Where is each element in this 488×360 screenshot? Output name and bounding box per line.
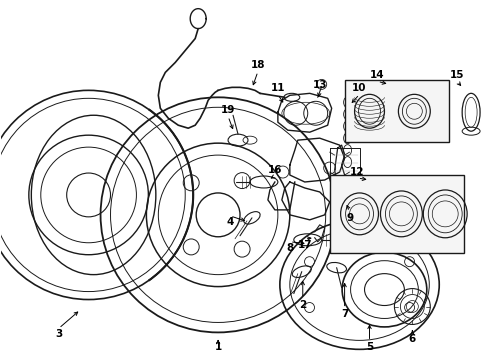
Text: 12: 12 bbox=[349, 167, 364, 177]
Text: 11: 11 bbox=[270, 84, 285, 93]
Polygon shape bbox=[329, 148, 359, 200]
Text: 15: 15 bbox=[449, 71, 464, 80]
Text: 8: 8 bbox=[285, 243, 293, 253]
Text: 1: 1 bbox=[214, 342, 221, 352]
Text: 9: 9 bbox=[346, 213, 352, 223]
Text: 13: 13 bbox=[312, 80, 326, 90]
Text: 3: 3 bbox=[55, 329, 62, 339]
Text: 19: 19 bbox=[221, 105, 235, 115]
Text: 17: 17 bbox=[297, 240, 311, 250]
Text: 14: 14 bbox=[369, 71, 384, 80]
Text: 16: 16 bbox=[267, 165, 282, 175]
Text: 2: 2 bbox=[299, 300, 306, 310]
Text: 18: 18 bbox=[250, 60, 264, 71]
Bar bbox=[344, 80, 448, 142]
Text: 4: 4 bbox=[226, 217, 233, 227]
Bar bbox=[329, 175, 463, 253]
Text: 6: 6 bbox=[408, 334, 415, 345]
Text: 10: 10 bbox=[351, 84, 366, 93]
Text: 5: 5 bbox=[365, 342, 372, 352]
Text: 7: 7 bbox=[340, 310, 347, 319]
